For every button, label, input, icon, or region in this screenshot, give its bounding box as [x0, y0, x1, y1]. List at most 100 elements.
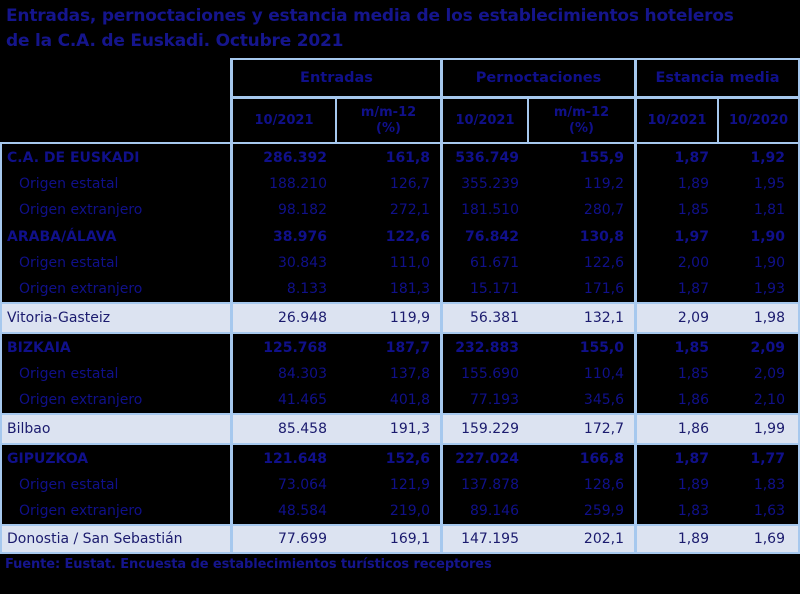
value-cell: 355.239	[461, 176, 519, 192]
col-group-header: Pernoctaciones	[443, 58, 637, 99]
value-cell: 1,77	[719, 445, 800, 472]
value-cell: 1,83	[677, 503, 709, 519]
value-cell: 137.878	[461, 477, 519, 493]
value-cell: 122,6	[337, 223, 443, 250]
value-cell: 48.584	[278, 503, 327, 519]
value-cell: 155,9	[529, 144, 637, 171]
value-cell: 155.690	[461, 366, 519, 382]
value-cell: 121,9	[337, 472, 443, 498]
value-cell: 1,69	[719, 524, 800, 554]
value-cell: 122,6	[529, 250, 637, 276]
value-cell: 2,00	[677, 255, 709, 271]
row-label: C.A. DE EUSKADI	[0, 144, 233, 171]
value-cell: 152,6	[337, 445, 443, 472]
report-title: Entradas, pernoctaciones y estancia medi…	[0, 0, 800, 54]
value-cell: 132,1	[529, 302, 637, 334]
value-cell: 1,92	[719, 144, 800, 171]
value-cell: 169,1	[337, 524, 443, 554]
value-cell: 1,97	[674, 228, 709, 245]
value-cell: 1,87	[674, 450, 709, 467]
value-cell: 76.842	[464, 228, 519, 245]
col-group-header: Entradas	[233, 58, 443, 99]
value-cell: 259,9	[529, 498, 637, 524]
value-cell: 1,93	[719, 276, 800, 302]
value-cell: 1,90	[719, 250, 800, 276]
value-cell: 1,86	[637, 413, 719, 445]
title-line-2: de la C.A. de Euskadi. Octubre 2021	[6, 31, 344, 51]
value-cell: 345,6	[529, 387, 637, 413]
value-cell: 111,0	[337, 250, 443, 276]
value-cell: 121.648	[263, 450, 327, 467]
value-cell: 77.699	[233, 524, 337, 554]
value-cell: 1,85	[674, 339, 709, 356]
value-cell: 401,8	[337, 387, 443, 413]
value-cell: 202,1	[529, 524, 637, 554]
title-line-1: Entradas, pernoctaciones y estancia medi…	[6, 6, 734, 26]
value-cell: 280,7	[529, 197, 637, 223]
row-label: Origen extranjero	[0, 498, 233, 524]
row-label: ARABA/ÁLAVA	[0, 223, 233, 250]
value-cell: 2,09	[637, 302, 719, 334]
value-cell: 130,8	[529, 223, 637, 250]
value-cell: 536.749	[455, 149, 519, 166]
row-label: Origen estatal	[0, 171, 233, 197]
value-cell: 126,7	[337, 171, 443, 197]
col-subheader: 10/2021	[443, 99, 529, 144]
value-cell: 1,85	[677, 202, 709, 218]
value-cell: 272,1	[337, 197, 443, 223]
value-cell: 26.948	[233, 302, 337, 334]
value-cell: 1,89	[677, 176, 709, 192]
hotel-statistics-table: Entradas 10/2021 m/m-12 (%) Pernoctaciones 1…	[0, 58, 800, 554]
col-subheader: m/m-12 (%)	[337, 99, 443, 144]
value-cell: 1,95	[719, 171, 800, 197]
value-cell: 128,6	[529, 472, 637, 498]
value-cell: 1,63	[719, 498, 800, 524]
value-cell: 119,9	[337, 302, 443, 334]
value-cell: 8.133	[286, 281, 327, 297]
value-cell: 1,90	[719, 223, 800, 250]
corner-cell	[0, 58, 233, 144]
value-cell: 171,6	[529, 276, 637, 302]
row-label: Origen estatal	[0, 472, 233, 498]
value-cell: 38.976	[272, 228, 327, 245]
value-cell: 172,7	[529, 413, 637, 445]
row-label: BIZKAIA	[0, 334, 233, 361]
col-subheader: m/m-12 (%)	[529, 99, 637, 144]
value-cell: 166,8	[529, 445, 637, 472]
col-subheader: 10/2020	[719, 99, 800, 144]
value-cell: 84.303	[278, 366, 327, 382]
value-cell: 1,85	[677, 366, 709, 382]
value-cell: 188.210	[269, 176, 327, 192]
value-cell: 187,7	[337, 334, 443, 361]
value-cell: 159.229	[443, 413, 529, 445]
row-label: Origen estatal	[0, 250, 233, 276]
value-cell: 1,83	[719, 472, 800, 498]
value-cell: 137,8	[337, 361, 443, 387]
value-cell: 161,8	[337, 144, 443, 171]
value-cell: 1,98	[719, 302, 800, 334]
value-cell: 41.465	[278, 392, 327, 408]
value-cell: 98.182	[278, 202, 327, 218]
value-cell: 15.171	[470, 281, 519, 297]
value-cell: 119,2	[529, 171, 637, 197]
value-cell: 1,99	[719, 413, 800, 445]
value-cell: 110,4	[529, 361, 637, 387]
value-cell: 1,89	[637, 524, 719, 554]
value-cell: 89.146	[470, 503, 519, 519]
row-label: GIPUZKOA	[0, 445, 233, 472]
value-cell: 232.883	[455, 339, 519, 356]
value-cell: 2,10	[719, 387, 800, 413]
value-cell: 85.458	[233, 413, 337, 445]
row-label: Donostia / San Sebastián	[0, 524, 233, 554]
row-label: Origen extranjero	[0, 387, 233, 413]
value-cell: 1,89	[677, 477, 709, 493]
value-cell: 1,87	[677, 281, 709, 297]
value-cell: 61.671	[470, 255, 519, 271]
row-label: Bilbao	[0, 413, 233, 445]
col-subheader: 10/2021	[233, 99, 337, 144]
value-cell: 1,86	[677, 392, 709, 408]
value-cell: 181.510	[461, 202, 519, 218]
value-cell: 155,0	[529, 334, 637, 361]
value-cell: 2,09	[719, 334, 800, 361]
